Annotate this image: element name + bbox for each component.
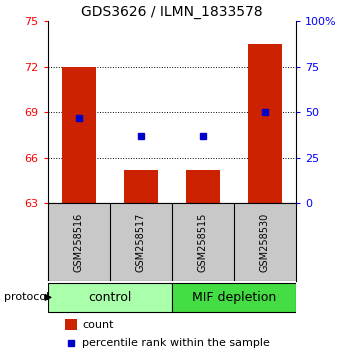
Text: GSM258517: GSM258517 bbox=[136, 212, 146, 272]
Text: GSM258530: GSM258530 bbox=[260, 212, 270, 272]
Text: GSM258515: GSM258515 bbox=[198, 212, 208, 272]
Text: GSM258516: GSM258516 bbox=[74, 212, 84, 272]
Title: GDS3626 / ILMN_1833578: GDS3626 / ILMN_1833578 bbox=[81, 5, 262, 19]
Text: percentile rank within the sample: percentile rank within the sample bbox=[82, 338, 270, 348]
Bar bbox=[172, 283, 296, 312]
Bar bbox=[65, 319, 78, 330]
Text: protocol: protocol bbox=[4, 292, 49, 302]
Bar bbox=[62, 67, 96, 203]
Text: count: count bbox=[82, 320, 114, 330]
Bar bbox=[48, 283, 172, 312]
Bar bbox=[124, 170, 158, 203]
Bar bbox=[186, 170, 220, 203]
Bar bbox=[248, 44, 282, 203]
Text: control: control bbox=[88, 291, 131, 304]
Text: MIF depletion: MIF depletion bbox=[192, 291, 276, 304]
